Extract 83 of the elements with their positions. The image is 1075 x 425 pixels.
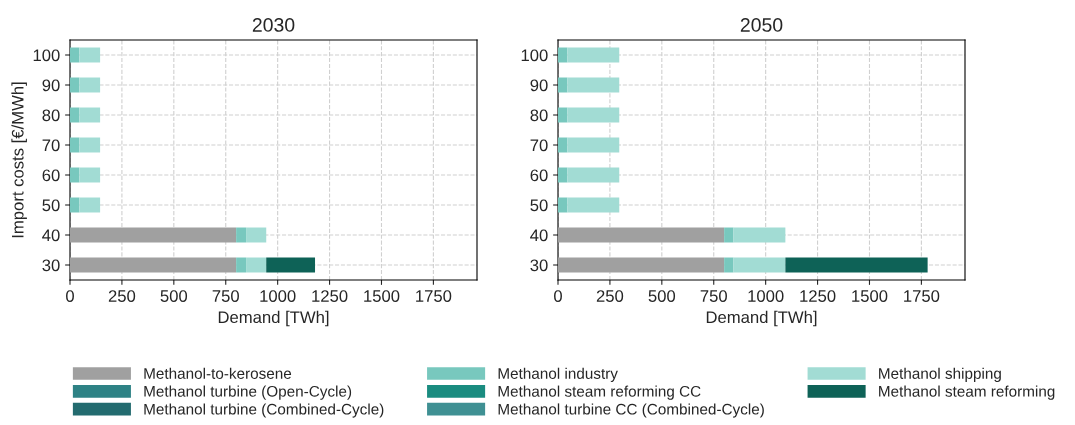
bar bbox=[558, 257, 725, 273]
legend-label: Methanol steam reforming CC bbox=[498, 385, 701, 400]
y-tick-label: 50 bbox=[530, 199, 548, 212]
bar bbox=[79, 77, 101, 93]
x-tick-label: 500 bbox=[648, 290, 676, 302]
x-tick-label: 250 bbox=[596, 290, 624, 302]
bar bbox=[567, 47, 620, 63]
chart-title: 2050 bbox=[740, 18, 783, 32]
y-tick-label: 60 bbox=[42, 169, 60, 182]
legend-label: Methanol turbine (Combined-Cycle) bbox=[144, 403, 384, 418]
x-tick-label: 0 bbox=[554, 290, 562, 302]
bar bbox=[567, 137, 620, 153]
y-tick-label: 40 bbox=[530, 229, 548, 242]
y-tick-label: 40 bbox=[42, 229, 60, 242]
bar bbox=[567, 197, 620, 213]
bar bbox=[70, 107, 80, 123]
bar bbox=[558, 227, 725, 243]
bar bbox=[558, 107, 568, 123]
y-tick-label: 90 bbox=[42, 79, 60, 92]
bar bbox=[79, 137, 101, 153]
bar bbox=[567, 107, 620, 123]
x-tick-label: 250 bbox=[108, 290, 136, 302]
y-tick-label: 30 bbox=[42, 259, 60, 272]
x-tick-label: 750 bbox=[212, 290, 239, 302]
bar bbox=[246, 257, 267, 273]
x-tick-label: 1250 bbox=[312, 290, 348, 302]
bar bbox=[724, 257, 734, 273]
y-tick-label: 100 bbox=[33, 49, 60, 62]
bar bbox=[558, 77, 568, 93]
legend-label: Methanol industry bbox=[498, 367, 618, 382]
bar bbox=[246, 227, 267, 243]
legend-label: Methanol turbine (Open-Cycle) bbox=[144, 385, 352, 400]
y-tick-label: 90 bbox=[530, 79, 548, 92]
legend-label: Methanol steam reforming bbox=[879, 385, 1055, 400]
bar bbox=[79, 107, 101, 123]
y-tick-label: 60 bbox=[530, 169, 548, 182]
x-tick-label: 1750 bbox=[904, 290, 940, 302]
bar bbox=[70, 257, 237, 273]
y-tick-label: 70 bbox=[42, 139, 60, 152]
x-tick-label: 1500 bbox=[364, 290, 400, 302]
bar bbox=[558, 197, 568, 213]
chart-title: 2030 bbox=[252, 18, 295, 32]
legend-label: Methanol shipping bbox=[879, 367, 1001, 382]
bar bbox=[70, 227, 237, 243]
bar bbox=[79, 167, 101, 183]
x-tick-label: 1000 bbox=[748, 290, 784, 302]
bar bbox=[70, 197, 80, 213]
y-tick-label: 80 bbox=[42, 109, 60, 122]
y-tick-label: 100 bbox=[521, 49, 548, 62]
bar bbox=[733, 227, 786, 243]
bar bbox=[558, 47, 568, 63]
y-axis-title: Import costs [€/MWh] bbox=[11, 82, 27, 238]
x-tick-label: 750 bbox=[700, 290, 727, 302]
x-tick-label: 1250 bbox=[800, 290, 836, 302]
bar bbox=[567, 77, 620, 93]
bar bbox=[70, 167, 80, 183]
bar bbox=[724, 227, 734, 243]
bar bbox=[236, 257, 247, 273]
x-tick-label: 1000 bbox=[260, 290, 296, 302]
x-tick-label: 1500 bbox=[852, 290, 888, 302]
bar bbox=[567, 167, 620, 183]
y-tick-label: 30 bbox=[530, 259, 548, 272]
bar bbox=[236, 227, 247, 243]
bar bbox=[79, 197, 101, 213]
bar bbox=[79, 47, 101, 63]
bar bbox=[266, 257, 316, 273]
bar bbox=[558, 167, 568, 183]
y-tick-label: 70 bbox=[530, 139, 548, 152]
legend-label: Methanol-to-kerosene bbox=[144, 367, 292, 379]
bar bbox=[70, 77, 80, 93]
x-tick-label: 0 bbox=[66, 290, 74, 302]
y-tick-label: 80 bbox=[530, 109, 548, 122]
bar bbox=[733, 257, 786, 273]
x-tick-label: 1750 bbox=[416, 290, 452, 302]
bar bbox=[785, 257, 928, 273]
bar bbox=[70, 137, 80, 153]
legend-label: Methanol turbine CC (Combined-Cycle) bbox=[498, 403, 764, 418]
bar bbox=[558, 137, 568, 153]
bar bbox=[70, 47, 80, 63]
x-tick-label: 500 bbox=[160, 290, 188, 302]
y-tick-label: 50 bbox=[42, 199, 60, 212]
x-axis-title: Demand [TWh] bbox=[706, 310, 817, 327]
x-axis-title: Demand [TWh] bbox=[218, 310, 329, 327]
